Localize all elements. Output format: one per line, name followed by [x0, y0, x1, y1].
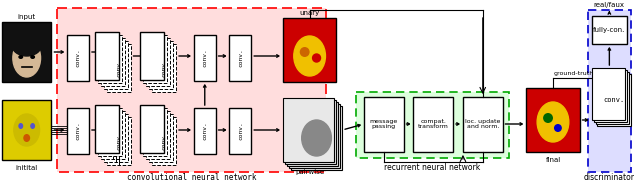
Ellipse shape [543, 113, 553, 123]
Bar [364, 97, 404, 152]
Text: message
passing: message passing [370, 119, 398, 129]
Ellipse shape [13, 39, 40, 77]
Bar [107, 117, 131, 165]
Ellipse shape [14, 114, 40, 146]
Ellipse shape [19, 123, 23, 129]
Bar [140, 32, 164, 80]
Bar [283, 18, 337, 82]
Bar [588, 10, 631, 172]
Ellipse shape [294, 36, 326, 76]
Bar [104, 114, 127, 162]
Bar [194, 35, 216, 81]
Bar [230, 35, 252, 81]
Text: loc. update
and norm.: loc. update and norm. [465, 119, 500, 129]
Bar [591, 16, 627, 44]
Bar [67, 35, 89, 81]
Ellipse shape [19, 55, 23, 59]
Text: ground-truth: ground-truth [554, 70, 594, 75]
Ellipse shape [30, 123, 35, 129]
Bar [285, 100, 337, 164]
Bar [147, 111, 170, 159]
Text: discriminator: discriminator [584, 174, 635, 182]
Bar [291, 106, 342, 170]
Ellipse shape [12, 34, 42, 56]
Bar [356, 92, 509, 158]
Bar [98, 108, 122, 156]
Text: conv.: conv. [116, 132, 121, 150]
Text: pairwise: pairwise [295, 169, 324, 175]
Bar [287, 102, 339, 166]
Text: convolutional neural network: convolutional neural network [127, 174, 257, 182]
Text: compat.
transform: compat. transform [418, 119, 449, 129]
Bar [230, 108, 252, 154]
Bar [140, 105, 164, 153]
Text: conv.: conv. [202, 49, 207, 67]
Ellipse shape [23, 134, 30, 142]
Bar [104, 41, 127, 89]
Text: initital: initital [15, 165, 38, 171]
Bar [149, 41, 173, 89]
Bar [595, 72, 629, 124]
Ellipse shape [312, 54, 321, 62]
Bar [95, 32, 118, 80]
Bar [2, 100, 51, 160]
Text: real/faux: real/faux [594, 2, 625, 8]
Bar [143, 35, 167, 83]
Bar [526, 88, 580, 152]
Text: conv.: conv. [76, 49, 81, 67]
Bar [152, 117, 176, 165]
Bar [147, 38, 170, 86]
Text: conv.: conv. [162, 132, 166, 150]
Text: recurrent neural network: recurrent neural network [384, 164, 481, 172]
Text: final: final [545, 157, 561, 163]
Text: conv.: conv. [162, 59, 166, 77]
Ellipse shape [30, 55, 35, 59]
Bar [289, 104, 340, 168]
Bar [593, 70, 627, 122]
Text: input: input [18, 14, 36, 20]
Bar [95, 105, 118, 153]
Bar [194, 108, 216, 154]
Ellipse shape [300, 47, 310, 57]
Text: conv.: conv. [604, 97, 625, 103]
Bar [598, 74, 631, 126]
Bar [101, 38, 125, 86]
Text: conv.: conv. [116, 59, 121, 77]
Ellipse shape [554, 124, 562, 132]
Text: conv.: conv. [76, 122, 81, 140]
Bar [283, 98, 334, 162]
Bar [591, 68, 625, 120]
Bar [152, 44, 176, 92]
Bar [463, 97, 502, 152]
Bar [58, 8, 326, 172]
Text: conv.: conv. [238, 49, 243, 67]
Text: conv.: conv. [202, 122, 207, 140]
Bar [149, 114, 173, 162]
Bar [143, 108, 167, 156]
Text: conv.: conv. [238, 122, 243, 140]
Bar [413, 97, 453, 152]
Ellipse shape [537, 102, 569, 142]
Bar [2, 22, 51, 82]
Ellipse shape [301, 120, 332, 156]
Text: unary: unary [300, 10, 320, 16]
Text: fully-con.: fully-con. [593, 27, 625, 33]
Bar [107, 44, 131, 92]
Bar [98, 35, 122, 83]
Bar [101, 111, 125, 159]
Bar [67, 108, 89, 154]
